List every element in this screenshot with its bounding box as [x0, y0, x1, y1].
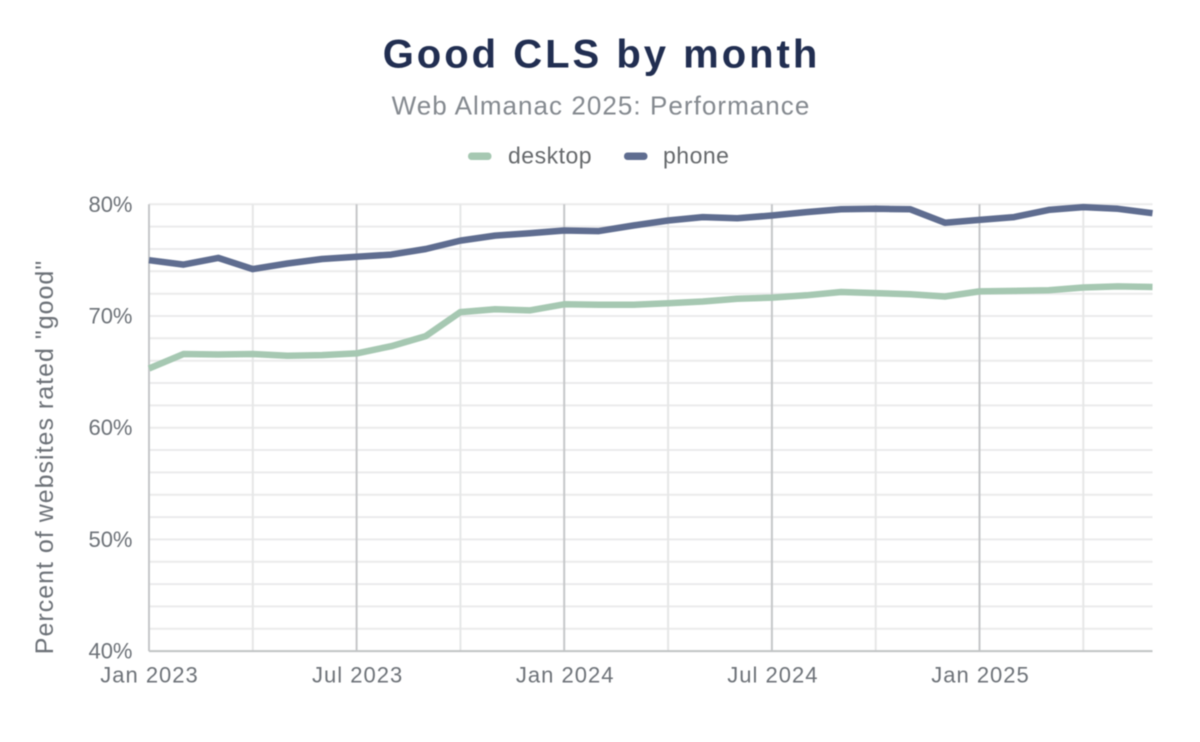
svg-text:50%: 50% — [88, 527, 132, 552]
svg-text:desktop: desktop — [508, 143, 592, 169]
svg-text:Web Almanac 2025: Performance: Web Almanac 2025: Performance — [392, 91, 811, 121]
svg-text:Percent of websites rated "goo: Percent of websites rated "good" — [31, 260, 59, 654]
svg-text:40%: 40% — [88, 639, 132, 664]
svg-text:60%: 60% — [88, 415, 132, 440]
svg-text:Jul 2023: Jul 2023 — [312, 663, 403, 688]
svg-text:phone: phone — [663, 143, 729, 169]
svg-text:80%: 80% — [88, 192, 132, 217]
svg-text:70%: 70% — [88, 304, 132, 329]
svg-text:Jan 2024: Jan 2024 — [516, 663, 615, 688]
svg-text:Jan 2023: Jan 2023 — [100, 663, 199, 688]
svg-text:Jul 2024: Jul 2024 — [727, 663, 818, 688]
svg-text:Good CLS by month: Good CLS by month — [383, 33, 821, 77]
svg-text:Jan 2025: Jan 2025 — [931, 663, 1030, 688]
